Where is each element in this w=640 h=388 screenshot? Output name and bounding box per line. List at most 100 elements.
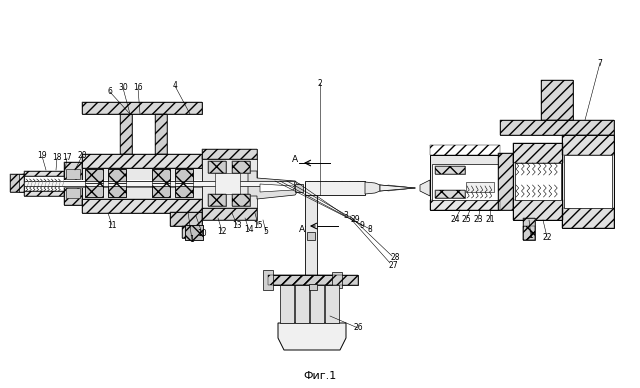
Bar [108, 169, 126, 183]
Bar [10, 174, 24, 192]
Bar [513, 143, 563, 163]
Bar [85, 169, 103, 183]
Bar [564, 155, 612, 208]
Bar [185, 225, 203, 240]
Text: 1: 1 [189, 236, 195, 244]
Text: 19: 19 [37, 151, 47, 161]
Bar [541, 80, 573, 120]
Bar [66, 188, 80, 198]
Bar [305, 183, 317, 278]
Bar [120, 114, 132, 154]
Bar [500, 120, 614, 135]
Text: 11: 11 [108, 220, 116, 229]
Bar [64, 162, 82, 205]
Bar [562, 135, 614, 155]
Bar [64, 180, 202, 188]
Text: 12: 12 [217, 227, 227, 236]
Bar [280, 285, 294, 323]
Text: 1: 1 [529, 232, 533, 241]
Bar [202, 149, 257, 159]
Bar [270, 275, 335, 285]
Text: 6: 6 [108, 88, 113, 97]
Text: 27: 27 [388, 260, 398, 270]
Bar [562, 208, 614, 228]
Bar [155, 114, 167, 154]
Text: 30: 30 [118, 83, 128, 92]
Bar [82, 168, 202, 199]
Polygon shape [278, 323, 346, 350]
Bar [24, 171, 64, 176]
Bar [108, 183, 126, 197]
Text: A: A [292, 156, 298, 165]
Bar [430, 145, 500, 155]
Bar [541, 80, 573, 120]
Bar [232, 161, 250, 173]
Bar [432, 164, 498, 200]
Bar [270, 275, 335, 285]
Bar [185, 225, 203, 240]
Text: 24: 24 [450, 215, 460, 225]
Bar [435, 190, 465, 198]
Bar [263, 270, 273, 290]
Bar [19, 174, 24, 192]
Bar [325, 285, 339, 323]
Bar [10, 174, 24, 192]
Text: 17: 17 [62, 154, 72, 163]
Bar [295, 184, 303, 192]
Bar [523, 218, 535, 240]
Bar [152, 169, 170, 183]
Bar [175, 183, 193, 197]
Text: 26: 26 [353, 324, 363, 333]
Text: 13: 13 [232, 220, 242, 229]
Bar [108, 169, 126, 183]
Bar [208, 161, 226, 173]
Bar [85, 183, 103, 197]
Text: Фиг.1: Фиг.1 [303, 371, 337, 381]
Text: 14: 14 [244, 225, 254, 234]
Text: 16: 16 [133, 83, 143, 92]
Bar [435, 166, 465, 174]
Bar [64, 162, 82, 205]
Bar [24, 191, 64, 196]
Text: 9: 9 [360, 220, 364, 229]
Text: 29: 29 [350, 215, 360, 225]
Bar [152, 183, 170, 197]
Bar [152, 169, 170, 183]
Bar [182, 226, 192, 238]
Bar [513, 143, 563, 220]
Bar [170, 212, 202, 226]
Bar [202, 159, 257, 208]
Bar [155, 114, 167, 154]
Bar [202, 208, 257, 220]
Bar [268, 275, 358, 285]
Text: 23: 23 [473, 215, 483, 225]
Polygon shape [248, 171, 300, 199]
Bar [332, 272, 342, 288]
Bar [215, 173, 240, 194]
Bar [24, 178, 64, 189]
Bar [208, 194, 226, 206]
Polygon shape [365, 182, 380, 194]
Bar [515, 163, 561, 200]
Bar [232, 161, 250, 173]
Bar [85, 183, 103, 197]
Bar [466, 182, 494, 192]
Bar [108, 183, 126, 197]
Bar [24, 171, 64, 176]
Bar [309, 284, 317, 290]
Bar [513, 200, 563, 220]
Text: 10: 10 [197, 229, 207, 237]
Bar [498, 153, 513, 210]
Bar [500, 120, 614, 135]
Bar [202, 208, 257, 220]
Bar [268, 275, 358, 285]
Bar [523, 218, 535, 240]
Bar [307, 232, 315, 240]
Bar [182, 226, 192, 238]
Bar [152, 183, 170, 197]
Bar [175, 169, 193, 183]
Bar [82, 199, 202, 213]
Bar [82, 102, 202, 114]
Bar [175, 183, 193, 197]
Text: 20: 20 [77, 151, 87, 161]
